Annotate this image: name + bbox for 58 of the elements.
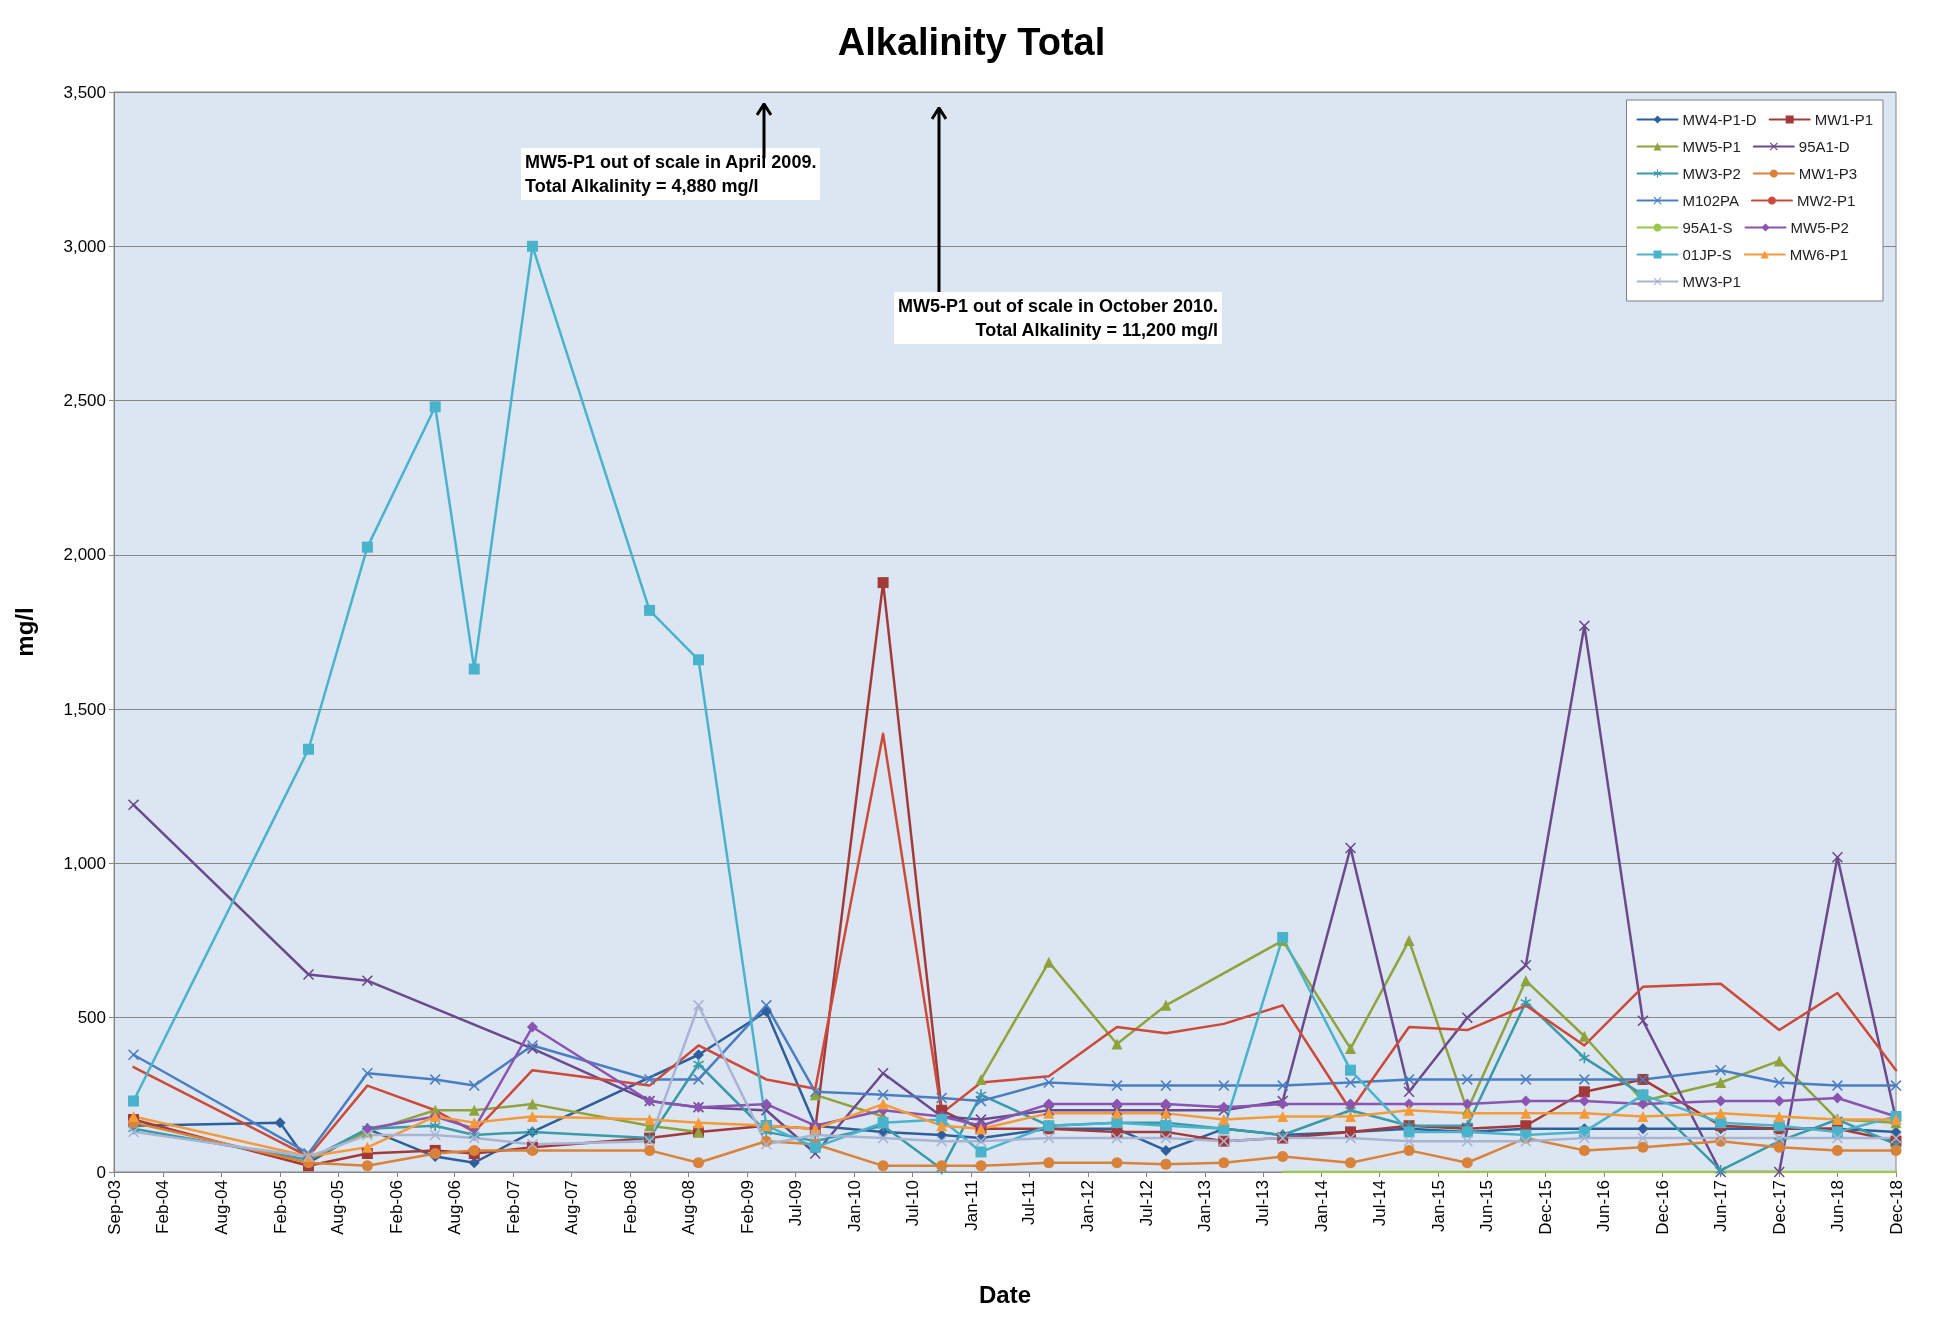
x-tick-label: Aug-06 <box>445 1180 465 1235</box>
legend-label: 95A1-S <box>1682 219 1733 236</box>
y-tick-label: 2,500 <box>63 391 106 411</box>
x-tick-label: Feb-09 <box>737 1180 757 1234</box>
chart-title: Alkalinity Total <box>837 21 1106 63</box>
x-tick-label: Jan-11 <box>961 1180 981 1231</box>
x-tick-label: Jan-14 <box>1312 1180 1332 1232</box>
x-tick-label: Aug-08 <box>679 1180 699 1235</box>
x-tick-label: Jan-12 <box>1078 1180 1098 1232</box>
legend-label: MW3-P1 <box>1682 273 1741 290</box>
x-tick-label: Jul-11 <box>1019 1180 1039 1226</box>
legend-label: MW1-P3 <box>1798 165 1858 182</box>
x-tick-label: Dec-15 <box>1535 1180 1555 1235</box>
x-tick-label: Dec-16 <box>1652 1180 1672 1235</box>
x-tick-label: Aug-04 <box>211 1180 231 1235</box>
x-tick-label: Jul-09 <box>785 1180 805 1227</box>
x-axis-title: Date <box>978 1280 1032 1308</box>
x-tick-label: Jul-12 <box>1136 1180 1156 1227</box>
y-tick-label: 2,000 <box>63 545 106 565</box>
x-tick-label: Sep-03 <box>104 1180 124 1235</box>
x-tick-label: Jun-17 <box>1711 1180 1731 1232</box>
legend-label: MW4-P1-D <box>1682 111 1757 128</box>
x-tick-label: Dec-18 <box>1886 1180 1906 1235</box>
x-tick-label: Jan-13 <box>1195 1180 1215 1232</box>
x-tick-label: Jul-13 <box>1253 1180 1273 1227</box>
x-tick-label: Jan-15 <box>1429 1180 1448 1232</box>
y-tick-label: 500 <box>77 1008 106 1028</box>
legend-label: MW1-P1 <box>1814 111 1874 128</box>
annotation: MW5-P1 out of scale in April 2009. Total Alkalinity = 4,880 mg/l <box>521 148 821 200</box>
x-tick-label: Jul-10 <box>902 1180 922 1227</box>
legend-label: 01JP-S <box>1682 246 1732 263</box>
legend-label: MW5-P2 <box>1790 219 1849 236</box>
legend-label: MW3-P2 <box>1682 165 1741 182</box>
y-tick-label: 3,500 <box>63 82 106 102</box>
legend-label: 95A1-D <box>1798 138 1850 155</box>
legend-label: MW5-P1 <box>1682 138 1741 155</box>
x-tick-label: Dec-17 <box>1769 1180 1789 1235</box>
x-tick-label: Aug-07 <box>562 1180 581 1235</box>
y-tick-label: 1,500 <box>63 699 106 719</box>
x-tick-label: Aug-05 <box>328 1180 348 1235</box>
x-tick-label: Jan-10 <box>844 1180 864 1232</box>
x-tick-label: Feb-06 <box>387 1180 407 1234</box>
y-tick-label: 3,000 <box>63 236 106 256</box>
annotation: MW5-P1 out of scale in October 2010. Total Alkalinity = 11,200 mg/l <box>894 292 1223 344</box>
x-tick-label: Jun-18 <box>1827 1180 1847 1232</box>
x-tick-label: Feb-07 <box>504 1180 524 1234</box>
x-tick-label: Jun-15 <box>1477 1180 1497 1232</box>
y-axis-title: mg/l <box>10 607 38 657</box>
legend-label: MW2-P1 <box>1796 192 1856 209</box>
legend-label: M102PA <box>1682 192 1739 209</box>
x-tick-label: Jun-16 <box>1594 1180 1614 1232</box>
y-tick-label: 1,000 <box>63 853 106 873</box>
x-tick-label: Feb-04 <box>153 1180 173 1234</box>
x-tick-label: Feb-05 <box>270 1180 290 1234</box>
legend-label: MW6-P1 <box>1789 246 1849 263</box>
x-tick-label: Jul-14 <box>1370 1180 1390 1227</box>
x-tick-label: Feb-08 <box>620 1180 640 1234</box>
y-tick-label: 0 <box>96 1162 106 1182</box>
